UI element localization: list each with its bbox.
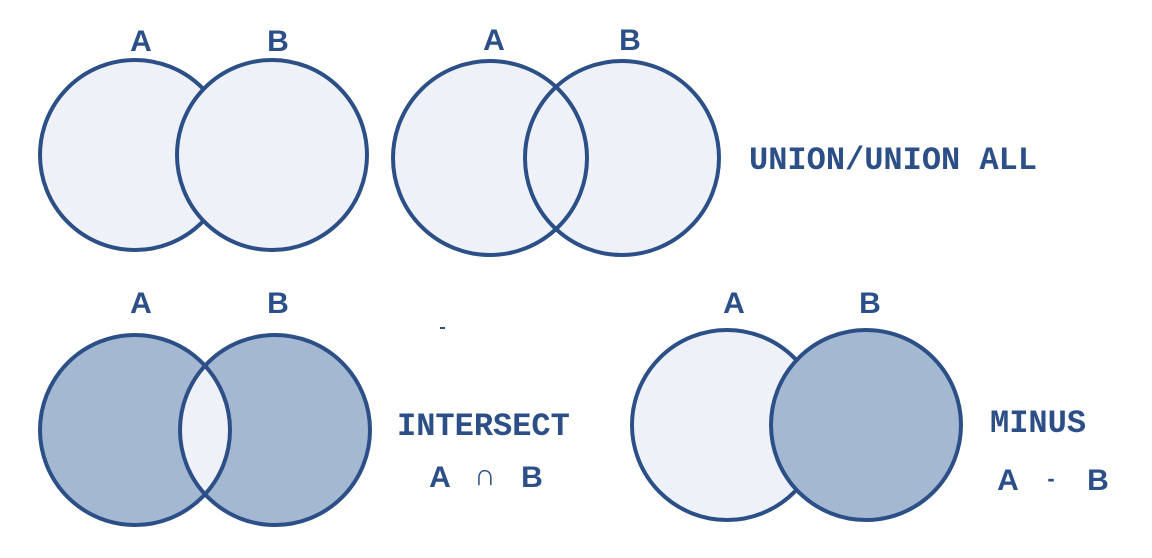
label-a: A xyxy=(130,287,152,320)
formula-b: B xyxy=(521,461,543,494)
label-b: B xyxy=(267,287,289,320)
formula-a: A xyxy=(429,461,451,494)
formula-intersect-symbol: ∩ xyxy=(474,459,496,492)
venn-minus: A B MINUS A - B xyxy=(632,287,1109,520)
union-title: UNION/UNION ALL xyxy=(749,142,1037,179)
label-b: B xyxy=(267,25,289,58)
label-a: A xyxy=(130,25,152,58)
formula-minus-symbol: - xyxy=(1047,466,1054,491)
label-b: B xyxy=(619,24,641,57)
formula-b: B xyxy=(1087,464,1109,497)
stray-mark xyxy=(440,327,445,329)
label-b: B xyxy=(859,287,881,320)
venn-union: A B UNION/UNION ALL xyxy=(393,24,1037,255)
label-a: A xyxy=(723,287,745,320)
label-a: A xyxy=(483,24,505,57)
circle-b xyxy=(771,330,961,520)
intersect-title: INTERSECT xyxy=(397,408,570,445)
venn-intersect: A B INTERSECT A ∩ B xyxy=(40,287,570,525)
formula-a: A xyxy=(997,464,1019,497)
circle-b xyxy=(177,60,367,250)
venn-separate: A B xyxy=(40,25,367,250)
minus-title: MINUS xyxy=(990,405,1086,442)
